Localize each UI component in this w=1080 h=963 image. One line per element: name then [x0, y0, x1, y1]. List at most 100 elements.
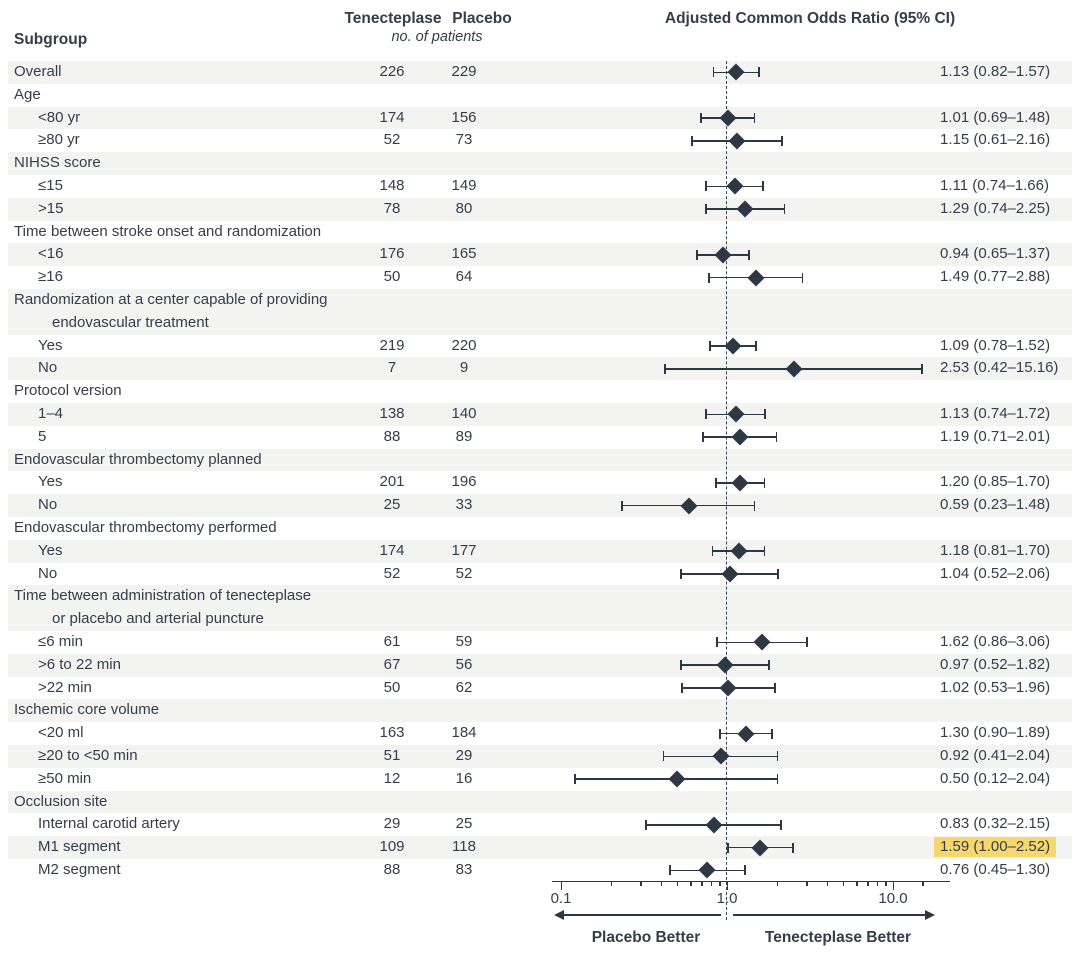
group-label: Endovascular thrombectomy performed: [14, 519, 277, 536]
table-row: Yes 174 177 1.18 (0.81–1.70): [0, 539, 1080, 563]
ci-cap-right: [921, 363, 923, 374]
ci-cap-left: [702, 432, 704, 443]
or-value: 2.53 (0.42–15.16): [940, 359, 1059, 377]
table-row: No 52 52 1.04 (0.52–2.06): [0, 563, 1080, 586]
axis-line: [552, 880, 950, 883]
or-diamond: [728, 132, 746, 150]
row-stripe: [8, 539, 1072, 563]
placebo-count: 149: [451, 177, 477, 194]
tenecteplase-count: 88: [383, 861, 401, 878]
placebo-count: 16: [455, 769, 473, 787]
or-diamond: [726, 177, 744, 195]
tenecteplase-better-label: Tenecteplase Better: [764, 929, 912, 946]
odds-ratio-title: Adjusted Common Odds Ratio (95% CI): [664, 10, 956, 27]
group-row: Age: [0, 84, 1080, 107]
or-value: 0.94 (0.65–1.37): [940, 245, 1051, 263]
ci-cap-right: [780, 819, 783, 830]
ci-cap-right: [761, 181, 764, 192]
row-stripe: [8, 152, 1072, 175]
ci-cap-left: [691, 135, 694, 146]
or-value: 0.76 (0.45–1.30): [940, 861, 1051, 878]
or-value: 0.83 (0.32–2.15): [940, 815, 1051, 833]
ci-cap-left: [716, 637, 718, 648]
tenecteplase-count: 174: [379, 108, 405, 126]
subgroup-label: ≥80 yr: [38, 131, 80, 149]
subgroup-label: M2 segment: [38, 861, 121, 878]
group-row: Endovascular thrombectomy performed: [0, 517, 1080, 540]
ci-cap-right: [776, 751, 779, 762]
placebo-count: 89: [455, 427, 473, 445]
ci-cap-right: [753, 500, 756, 511]
right-arrow-line: [733, 914, 926, 916]
axis-minor-tick: [885, 880, 887, 886]
subgroup-label: >6 to 22 min: [38, 655, 121, 673]
tenecteplase-count: 201: [379, 473, 405, 491]
table-row: M1 segment 109 118 1.59 (1.00–2.52): [0, 836, 1080, 859]
ci-cap-right: [805, 637, 808, 648]
axis-minor-tick: [826, 880, 829, 886]
ci-cap-right: [763, 546, 766, 557]
subgroup-label: ≥16: [38, 268, 63, 286]
ci-cap-right: [771, 728, 773, 739]
ci-cap-left: [574, 774, 576, 785]
ci-cap-right: [783, 204, 786, 215]
or-value: 0.50 (0.12–2.04): [940, 769, 1051, 787]
or-value: 1.11 (0.74–1.66): [940, 177, 1049, 194]
ci-cap-left: [664, 363, 667, 374]
table-row: ≥20 to <50 min 51 29 0.92 (0.41–2.04): [0, 745, 1080, 768]
or-value: 1.02 (0.53–1.96): [940, 678, 1051, 696]
or-value: 1.49 (0.77–2.88): [940, 268, 1051, 286]
table-row: ≥16 50 64 1.49 (0.77–2.88): [0, 266, 1080, 289]
ci-cap-right: [775, 432, 778, 443]
axis-minor-tick: [843, 880, 845, 886]
tenecteplase-count: 174: [379, 541, 405, 559]
or-value: 1.62 (0.86–3.06): [940, 633, 1051, 650]
or-value: 1.09 (0.78–1.52): [940, 336, 1051, 354]
row-stripe: [8, 745, 1072, 768]
subgroup-label: Yes: [38, 473, 63, 491]
table-row: >15 78 80 1.29 (0.74–2.25): [0, 197, 1080, 221]
ci-cap-right: [763, 477, 766, 488]
subgroup-label: Internal carotid artery: [38, 815, 180, 833]
ci-cap-left: [679, 660, 682, 671]
or-value: 1.04 (0.52–2.06): [940, 564, 1051, 582]
or-diamond: [698, 861, 716, 879]
ci-cap-left: [644, 819, 647, 830]
ci-cap-left: [705, 204, 707, 215]
subgroup-label: Yes: [38, 541, 63, 559]
table-row: 5 88 89 1.19 (0.71–2.01): [0, 426, 1080, 449]
or-value: 1.20 (0.85–1.70): [940, 473, 1051, 491]
placebo-count: 9: [459, 359, 469, 377]
tenecteplase-count: 176: [379, 245, 405, 263]
or-diamond: [668, 770, 686, 788]
or-value: 1.29 (0.74–2.25): [940, 199, 1051, 217]
subgroup-label: ≥20 to <50 min: [38, 747, 138, 764]
tenecteplase-count: 25: [383, 496, 401, 514]
ci-cap-left: [727, 842, 729, 853]
group-label: Endovascular thrombectomy planned: [14, 450, 262, 468]
subgroup-label: No: [38, 564, 58, 582]
or-value: 1.30 (0.90–1.89): [940, 724, 1051, 742]
axis-minor-tick: [719, 880, 721, 886]
ci-cap-right: [764, 409, 767, 420]
tenecteplase-count: 50: [383, 678, 401, 696]
axis-minor-tick: [806, 880, 808, 886]
ci-cap-right: [757, 67, 760, 78]
row-stripe: [8, 836, 1072, 859]
group-label: NIHSS score: [14, 154, 101, 172]
group-row: Protocol version: [0, 380, 1080, 403]
placebo-count: 118: [452, 838, 476, 856]
subgroup-label: No: [38, 496, 58, 514]
ci-cap-left: [709, 340, 711, 351]
row-stripe: [8, 699, 1072, 723]
axis-major-tick: [893, 880, 895, 890]
tenecteplase-count: 29: [383, 815, 401, 833]
subgroup-label: M1 segment: [38, 838, 121, 856]
left-arrow-head: [554, 910, 564, 920]
tenecteplase-count: 148: [379, 177, 405, 194]
axis-minor-tick: [776, 880, 779, 886]
placebo-count: 165: [451, 245, 477, 263]
table-row: >6 to 22 min 67 56 0.97 (0.52–1.82): [0, 653, 1080, 677]
group-row: Randomization at a center capable of pro…: [0, 289, 1080, 335]
table-row: No 25 33 0.59 (0.23–1.48): [0, 494, 1080, 517]
